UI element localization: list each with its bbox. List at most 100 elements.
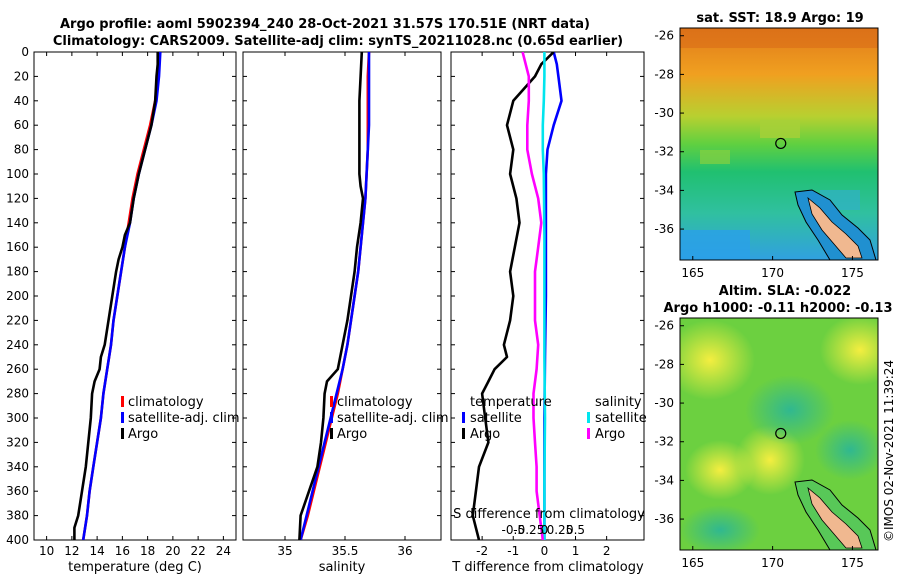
sst-map-ticks: 165 170 175 -26 -28 -30 -32 -34 -36 <box>654 29 864 280</box>
map-y-tick-label: -26 <box>654 29 674 43</box>
top-tick-label: 0.5 <box>566 523 585 537</box>
top-tick-label: 0.25 <box>547 523 574 537</box>
map-y-tick-label: -36 <box>654 222 674 236</box>
depth-tick-label: 20 <box>14 69 29 83</box>
legend-swatch-temp-argo <box>462 428 465 439</box>
legend-swatch-climatology-2 <box>330 396 333 407</box>
top-tick-label: -0.5 <box>502 523 525 537</box>
legend-label-climatology-2: climatology <box>337 395 413 410</box>
depth-tick-label: 260 <box>6 362 29 376</box>
depth-tick-label: 140 <box>6 216 29 230</box>
difference-top-label: S difference from climatology <box>453 507 645 522</box>
legend-label-sal-argo: Argo <box>595 427 625 442</box>
map-x-tick-label: 165 <box>681 266 704 280</box>
legend-swatch-sal-satellite <box>587 412 590 423</box>
legend-swatch-sal-argo <box>587 428 590 439</box>
x-tick-label: 35.5 <box>332 544 359 558</box>
salinity-x-ticks: 35 35.5 36 <box>277 52 413 558</box>
map-x-tick-label: 170 <box>761 556 784 570</box>
depth-tick-label: 400 <box>6 533 29 547</box>
series-line-temperature-satellite <box>543 52 563 540</box>
temperature-xlabel: temperature (deg C) <box>68 560 202 575</box>
depth-tick-label: 180 <box>6 265 29 279</box>
x-tick-label: 20 <box>165 544 180 558</box>
map-y-tick-label: -30 <box>654 106 674 120</box>
depth-tick-label: 40 <box>14 94 29 108</box>
depth-tick-label: 240 <box>6 338 29 352</box>
difference-legend: temperature satellite Argo salinity sate… <box>462 395 647 442</box>
map-y-tick-label: -36 <box>654 512 674 526</box>
sla-argo-marker <box>775 427 787 440</box>
sla-map-ticks: 165 170 175 -26 -28 -30 -32 -34 -36 <box>654 319 864 570</box>
legend-label-satellite-clim-2: satellite-adj. clim <box>337 411 449 426</box>
x-tick-label: 35 <box>277 544 292 558</box>
temperature-plot-frame <box>33 51 237 541</box>
salinity-plot-frame <box>242 51 442 541</box>
sst-land <box>807 196 863 259</box>
salinity-xlabel: salinity <box>319 560 366 575</box>
legend-label-argo: Argo <box>128 427 158 442</box>
figure-title-line2: Climatology: CARS2009. Satellite-adj cli… <box>53 34 623 49</box>
difference-series <box>471 52 563 540</box>
x-tick-label: 10 <box>39 544 54 558</box>
top-tick-label: 0 <box>541 523 549 537</box>
sst-argo-marker <box>775 137 787 150</box>
series-line-salinity-argo <box>521 52 545 540</box>
depth-tick-label: 340 <box>6 460 29 474</box>
temperature-legend: climatology satellite-adj. clim Argo <box>121 395 240 442</box>
salinity-legend: climatology satellite-adj. clim Argo <box>330 395 449 442</box>
map-y-tick-label: -32 <box>654 145 674 159</box>
top-tick-label: -0.25 <box>513 523 544 537</box>
sst-map-image <box>680 28 878 260</box>
depth-tick-label: 320 <box>6 435 29 449</box>
x-tick-label: 0 <box>541 544 549 558</box>
map-y-tick-label: -34 <box>654 473 674 487</box>
series-line-satellite-adj-clim <box>81 52 162 540</box>
depth-tick-label: 300 <box>6 411 29 425</box>
series-line-argo <box>298 52 365 540</box>
map-y-tick-label: -28 <box>654 67 674 81</box>
sla-land <box>807 486 863 549</box>
depth-tick-label: 200 <box>6 289 29 303</box>
x-tick-label: 14 <box>89 544 104 558</box>
map-x-tick-label: 170 <box>761 266 784 280</box>
x-tick-label: 16 <box>115 544 130 558</box>
map-y-tick-label: -26 <box>654 319 674 333</box>
legend-swatch-satellite-clim <box>121 412 124 423</box>
sla-map-frame <box>679 317 879 551</box>
x-tick-label: 18 <box>140 544 155 558</box>
map-y-tick-label: -30 <box>654 396 674 410</box>
depth-tick-label: 360 <box>6 484 29 498</box>
imos-watermark: ©IMOS 02-Nov-2021 11:39:24 <box>882 360 896 542</box>
sst-map-title: sat. SST: 18.9 Argo: 19 <box>696 11 863 26</box>
legend-title-temperature: temperature <box>470 395 552 410</box>
x-tick-label: -2 <box>476 544 488 558</box>
sla-map-subtitle: Argo h1000: -0.11 h2000: -0.13 <box>663 301 892 316</box>
x-tick-label: 36 <box>397 544 412 558</box>
map-y-tick-label: -34 <box>654 183 674 197</box>
depth-tick-label: 100 <box>6 167 29 181</box>
legend-swatch-argo <box>121 428 124 439</box>
temperature-x-ticks: 10 12 14 16 18 20 22 24 <box>39 52 231 558</box>
depth-axis-ticks: 0 20 40 60 80 100 120 140 160 180 200 220 240 260 280 3… <box>6 45 644 547</box>
figure-title-line1: Argo profile: aoml 5902394_240 28-Oct-20… <box>60 17 590 32</box>
difference-xlabel: T difference from climatology <box>451 560 644 575</box>
legend-swatch-temp-satellite <box>462 412 465 423</box>
legend-label-temp-argo: Argo <box>470 427 500 442</box>
map-x-tick-label: 175 <box>841 556 864 570</box>
map-x-tick-label: 165 <box>681 556 704 570</box>
legend-swatch-satellite-clim-2 <box>330 412 333 423</box>
legend-swatch-argo-2 <box>330 428 333 439</box>
x-tick-label: 2 <box>603 544 611 558</box>
series-line-satellite-adj-clim <box>299 52 371 540</box>
map-x-tick-label: 175 <box>841 266 864 280</box>
x-tick-label: 1 <box>572 544 580 558</box>
x-tick-label: 22 <box>190 544 205 558</box>
depth-tick-label: 220 <box>6 313 29 327</box>
legend-label-temp-satellite: satellite <box>470 411 522 426</box>
depth-tick-label: 60 <box>14 118 29 132</box>
x-tick-label: 24 <box>216 544 231 558</box>
legend-label-satellite-clim: satellite-adj. clim <box>128 411 240 426</box>
legend-swatch-climatology <box>121 396 124 407</box>
